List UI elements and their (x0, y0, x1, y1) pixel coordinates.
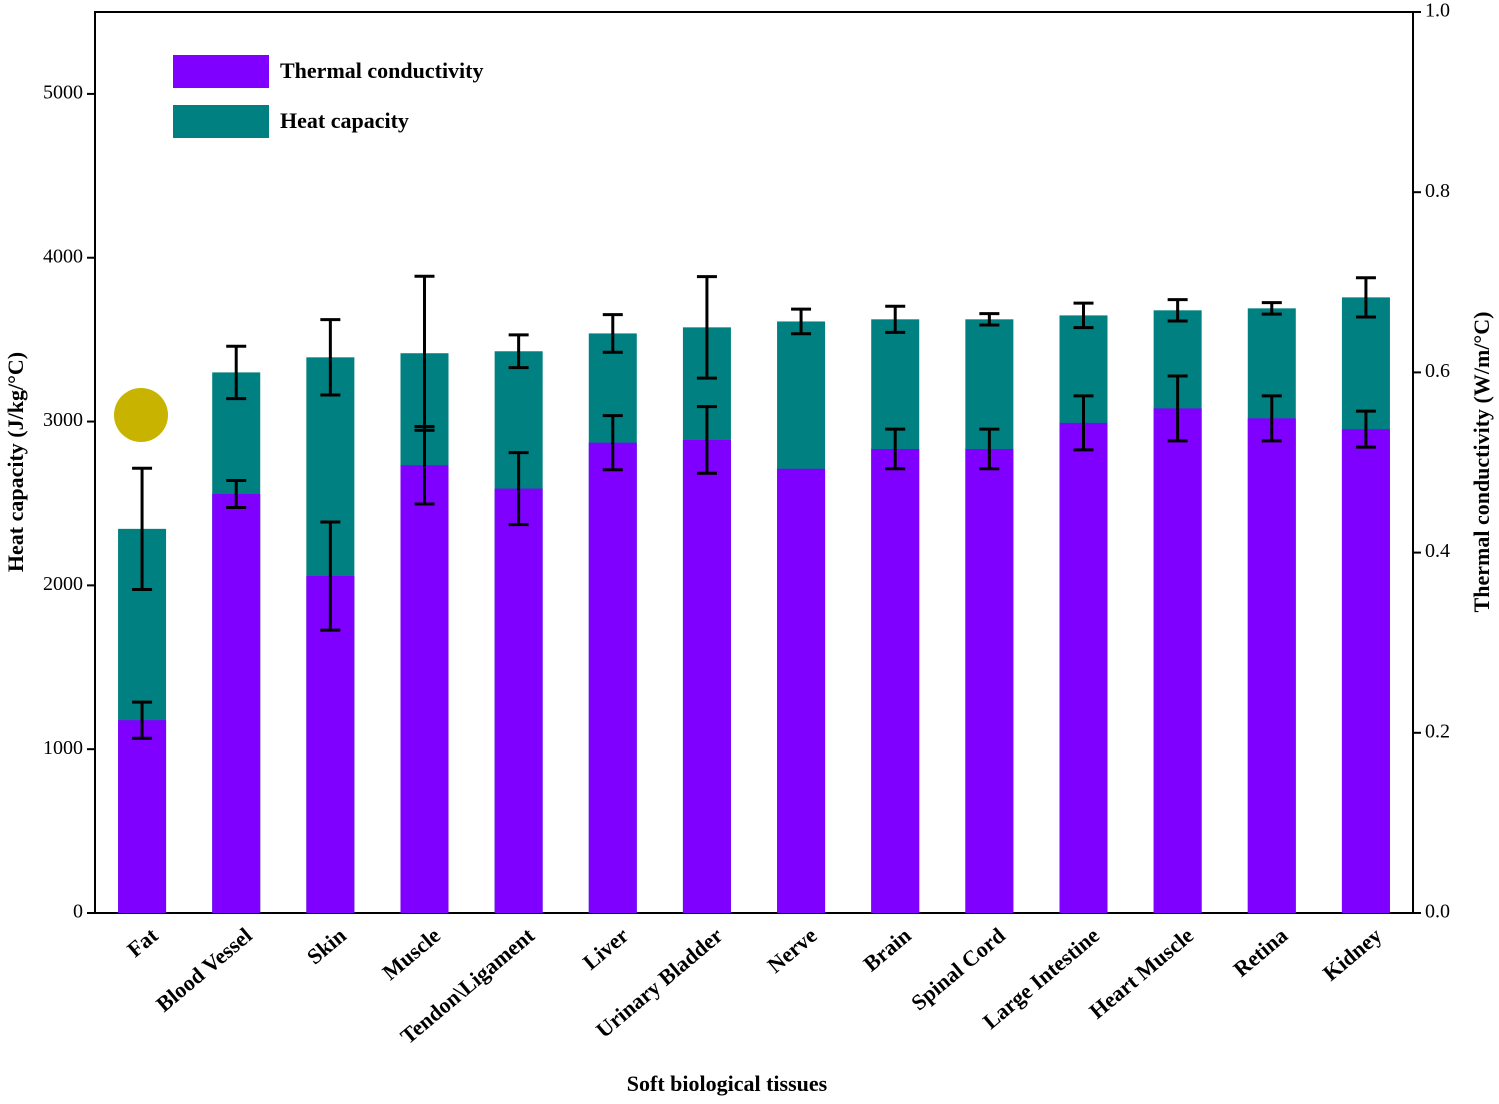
error-bar (696, 405, 717, 475)
legend-label: Heat capacity (280, 108, 409, 133)
y-tick-label: 2000 (43, 573, 83, 595)
error-bar (979, 312, 1000, 327)
bar (871, 448, 920, 913)
bar (118, 720, 167, 913)
error-bar (508, 333, 529, 370)
error-bar (979, 427, 1000, 471)
error-bar (320, 318, 341, 397)
error-bar (1073, 301, 1094, 330)
error-bar (1261, 301, 1282, 316)
bar (1341, 429, 1390, 913)
error-bar (132, 700, 153, 740)
y2-tick-label: 0.6 (1425, 360, 1450, 382)
y2-tick-label: 0.8 (1425, 180, 1450, 202)
x-tick-label: Retina (1228, 923, 1292, 982)
bar (494, 488, 543, 913)
error-bar (885, 427, 906, 471)
bar (400, 465, 449, 913)
y2-axis-title: Thermal conductivity (W/m/°C) (1469, 312, 1494, 613)
error-bar (1167, 298, 1188, 323)
plot-frame (94, 11, 1414, 914)
y-tick-label: 5000 (43, 82, 83, 104)
x-tick-label: Blood Vessel (151, 923, 257, 1017)
error-bar (1261, 394, 1282, 443)
x-tick-label: Brain (858, 923, 915, 977)
x-tick-label: Liver (578, 922, 634, 974)
bar (1059, 422, 1108, 913)
legend-swatch (173, 105, 269, 138)
legend-label: Thermal conductivity (280, 58, 484, 83)
y2-tick-label: 0.0 (1425, 901, 1450, 923)
bar (1247, 418, 1296, 913)
error-bar (602, 414, 623, 472)
y2-tick-label: 0.2 (1425, 720, 1450, 742)
legend-swatch (173, 55, 269, 88)
x-tick-label: Skin (302, 923, 351, 970)
x-axis-title: Soft biological tissues (627, 1071, 828, 1096)
error-bar (1073, 394, 1094, 452)
bar (306, 576, 355, 913)
y-tick-label: 3000 (43, 409, 83, 431)
fat-icon (114, 388, 168, 442)
error-bar (226, 479, 247, 510)
error-bar (602, 313, 623, 354)
y2-tick-label: 0.4 (1425, 540, 1450, 562)
error-bar (885, 304, 906, 334)
x-tick-label: Muscle (377, 922, 445, 984)
error-bar (791, 307, 812, 336)
x-tick-label: Kidney (1318, 923, 1387, 986)
x-tick-label: Fat (122, 922, 163, 962)
bar (965, 448, 1014, 913)
y-tick-label: 0 (73, 901, 83, 923)
error-bar (696, 275, 717, 380)
error-bar (132, 466, 153, 591)
bar (777, 468, 826, 913)
error-bar (1355, 276, 1376, 319)
x-tick-label: Heart Muscle (1084, 922, 1198, 1023)
y2-tick-label: 1.0 (1425, 0, 1450, 22)
error-bar (414, 424, 435, 506)
error-bar (1355, 409, 1376, 449)
error-bar (226, 344, 247, 401)
y-axis-title: Heat capacity (J/kg/°C) (3, 352, 28, 572)
x-tick-label: Nerve (762, 922, 821, 977)
y-tick-label: 1000 (43, 737, 83, 759)
error-bar (1167, 374, 1188, 443)
bar (1153, 408, 1202, 913)
bar (588, 442, 637, 913)
error-bar (320, 520, 341, 632)
bar (682, 439, 731, 913)
y-tick-label: 4000 (43, 245, 83, 267)
error-bar (508, 451, 529, 527)
bar (212, 494, 261, 913)
